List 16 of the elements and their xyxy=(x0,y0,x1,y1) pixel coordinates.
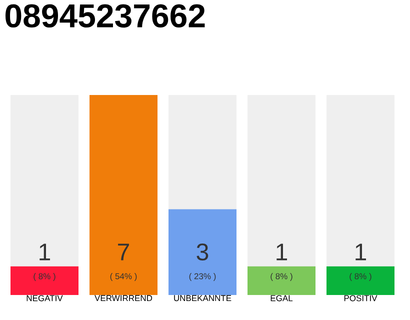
annotation: ( 8% ) xyxy=(34,273,56,281)
x-tick-label: UNBEKANNTE xyxy=(174,295,232,302)
x-tick-label: EGAL xyxy=(270,295,293,302)
annotation: ( 54% ) xyxy=(110,273,137,281)
x-tick-label: NEGATIV xyxy=(26,295,63,302)
data-label: 1 xyxy=(356,244,366,260)
data-label: 1 xyxy=(40,244,50,260)
chart-title: 08945237662 xyxy=(6,4,205,28)
x-tick-label: POSITIV xyxy=(344,295,378,302)
annotation: ( 8% ) xyxy=(350,273,372,281)
x-tick-label: VERWIRREND xyxy=(94,295,152,302)
annotation: ( 23% ) xyxy=(189,273,216,281)
data-label: 7 xyxy=(118,244,129,260)
annotation: ( 8% ) xyxy=(270,273,292,281)
data-label: 3 xyxy=(196,244,208,260)
data-label: 1 xyxy=(276,244,287,260)
